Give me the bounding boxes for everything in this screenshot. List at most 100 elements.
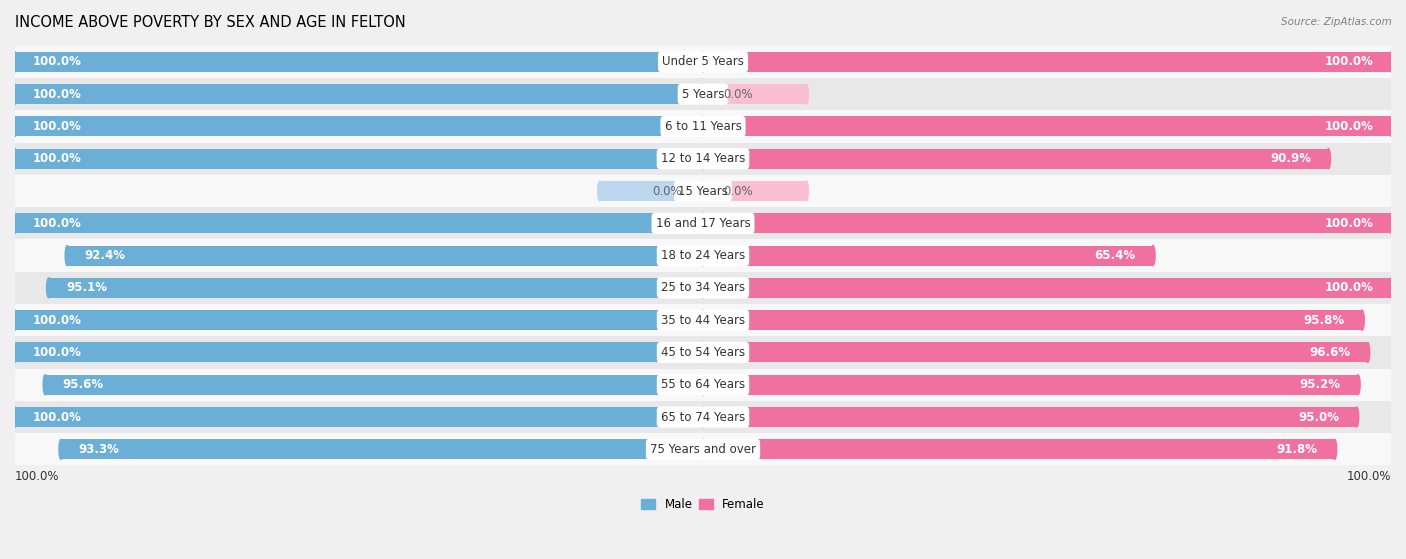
Text: 100.0%: 100.0% [32,346,82,359]
Bar [703,149,1329,169]
Circle shape [1326,149,1330,169]
Circle shape [13,149,17,169]
Circle shape [700,52,706,72]
Circle shape [804,181,808,201]
Bar [703,245,1153,266]
Bar [703,278,1391,298]
Circle shape [1389,116,1393,136]
Circle shape [700,214,706,233]
Circle shape [700,310,706,330]
Circle shape [700,181,706,201]
Circle shape [700,84,706,104]
Text: 65.4%: 65.4% [1095,249,1136,262]
Bar [60,439,703,459]
Text: Source: ZipAtlas.com: Source: ZipAtlas.com [1281,17,1392,27]
Circle shape [700,278,706,298]
Text: 100.0%: 100.0% [32,314,82,326]
Bar [15,110,1391,143]
Bar [45,375,703,395]
Circle shape [598,181,602,201]
Bar [703,84,806,104]
Text: 95.6%: 95.6% [62,378,104,391]
Circle shape [700,375,706,395]
Circle shape [59,439,63,459]
Bar [703,116,1391,136]
Text: 100.0%: 100.0% [32,217,82,230]
Bar [15,143,1391,175]
Bar [15,239,1391,272]
Circle shape [13,52,17,72]
Circle shape [1365,343,1369,362]
Text: 100.0%: 100.0% [1324,281,1374,295]
Circle shape [700,149,706,169]
Circle shape [804,84,808,104]
Bar [15,401,1391,433]
Text: 100.0%: 100.0% [32,120,82,133]
Text: 100.0%: 100.0% [32,410,82,424]
Circle shape [1152,245,1156,266]
Text: 16 and 17 Years: 16 and 17 Years [655,217,751,230]
Text: Under 5 Years: Under 5 Years [662,55,744,68]
Bar [703,439,1334,459]
Text: 100.0%: 100.0% [32,152,82,165]
Bar [15,116,703,136]
Bar [703,310,1362,330]
Circle shape [13,214,17,233]
Text: 91.8%: 91.8% [1277,443,1317,456]
Bar [15,149,703,169]
Bar [15,343,703,362]
Circle shape [46,278,51,298]
Bar [15,272,1391,304]
Text: 92.4%: 92.4% [84,249,125,262]
Circle shape [700,310,706,330]
Text: 100.0%: 100.0% [1324,120,1374,133]
Circle shape [1389,278,1393,298]
Text: 100.0%: 100.0% [1347,470,1391,484]
Text: 90.9%: 90.9% [1270,152,1312,165]
Circle shape [700,245,706,266]
Circle shape [700,116,706,136]
Bar [15,433,1391,466]
Bar [703,343,1368,362]
Circle shape [700,343,706,362]
Text: 95.0%: 95.0% [1298,410,1340,424]
Bar [15,207,1391,239]
Circle shape [13,343,17,362]
Circle shape [700,407,706,427]
Bar [15,52,703,72]
Circle shape [700,439,706,459]
Text: 6 to 11 Years: 6 to 11 Years [665,120,741,133]
Text: 95.2%: 95.2% [1299,378,1341,391]
Text: 93.3%: 93.3% [79,443,120,456]
Circle shape [700,181,706,201]
Circle shape [700,439,706,459]
Text: 25 to 34 Years: 25 to 34 Years [661,281,745,295]
Text: 35 to 44 Years: 35 to 44 Years [661,314,745,326]
Text: 100.0%: 100.0% [32,88,82,101]
Circle shape [700,343,706,362]
Text: INCOME ABOVE POVERTY BY SEX AND AGE IN FELTON: INCOME ABOVE POVERTY BY SEX AND AGE IN F… [15,15,406,30]
Text: 5 Years: 5 Years [682,88,724,101]
Text: 12 to 14 Years: 12 to 14 Years [661,152,745,165]
Text: 95.1%: 95.1% [66,281,107,295]
Circle shape [700,52,706,72]
Bar [49,278,703,298]
Text: 0.0%: 0.0% [652,184,682,197]
Bar [15,368,1391,401]
Bar [600,181,703,201]
Bar [703,375,1358,395]
Legend: Male, Female: Male, Female [637,494,769,516]
Circle shape [700,245,706,266]
Text: 100.0%: 100.0% [32,55,82,68]
Circle shape [1354,407,1358,427]
Circle shape [700,116,706,136]
Circle shape [44,375,48,395]
Text: 100.0%: 100.0% [1324,55,1374,68]
Text: 100.0%: 100.0% [15,470,59,484]
Circle shape [65,245,69,266]
Bar [15,310,703,330]
Circle shape [700,149,706,169]
Bar [15,214,703,233]
Text: 100.0%: 100.0% [1324,217,1374,230]
Circle shape [700,407,706,427]
